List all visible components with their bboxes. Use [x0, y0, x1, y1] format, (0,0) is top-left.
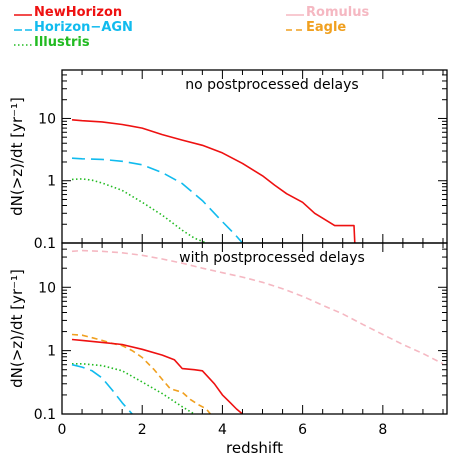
chart-panel-1: 0.1 1 10 dN(>z)/dt [yr⁻¹] no postprocessed d… — [8, 69, 448, 252]
legend-entry-eagle: Eagle — [286, 20, 346, 35]
x-tick-label: 4 — [218, 422, 227, 438]
series-line-illustris — [71, 178, 207, 243]
panel-annotation: no postprocessed delays — [185, 77, 358, 93]
plot-frame — [61, 69, 448, 244]
series-line-newhorizon — [71, 119, 356, 243]
y-axis-label: dN(>z)/dt [yr⁻¹] — [8, 97, 26, 216]
x-tick-label: 0 — [58, 422, 67, 438]
y-axis-label: dN(>z)/dt [yr⁻¹] — [8, 269, 26, 388]
x-tick-label: 2 — [138, 422, 147, 438]
y-tick-label: 0.1 — [34, 407, 56, 423]
panel-annotation: with postprocessed delays — [179, 250, 365, 266]
plot-area — [71, 249, 444, 414]
y-tick-label: 0.1 — [34, 236, 56, 252]
x-tick-label: 6 — [298, 422, 307, 438]
legend-label: Eagle — [306, 20, 346, 35]
series-line-illustris — [72, 363, 195, 414]
legend-entry-horizon-agn: Horizon−AGN — [14, 20, 133, 35]
legend-entry-romulus: Romulus — [286, 5, 369, 20]
legend-label: Romulus — [306, 5, 369, 20]
plot-frame — [61, 242, 448, 415]
x-tick-label: 8 — [378, 422, 387, 438]
y-tick-label: 1 — [47, 174, 56, 190]
series-line-romulus — [71, 249, 444, 365]
y-tick-label: 1 — [47, 344, 56, 360]
legend-label: NewHorizon — [34, 5, 122, 20]
legend-entry-newhorizon: NewHorizon — [14, 5, 122, 20]
series-line-horizon-agn — [71, 157, 244, 243]
series-line-horizon-agn — [71, 363, 133, 414]
series-line-eagle — [71, 333, 212, 414]
y-tick-label: 10 — [38, 280, 56, 296]
series-line-newhorizon — [71, 338, 244, 414]
y-tick-label: 10 — [38, 111, 56, 127]
chart-panel-2: 0.1 1 10 0 2 4 6 8 redshift dN(>z)/dt [yr⁻¹] with … — [8, 242, 448, 457]
plot-area — [71, 119, 356, 243]
legend-label: Illustris — [34, 35, 90, 50]
legend-entry-illustris: Illustris — [14, 35, 90, 50]
legend-label: Horizon−AGN — [34, 20, 133, 35]
x-axis-label: redshift — [226, 439, 283, 457]
